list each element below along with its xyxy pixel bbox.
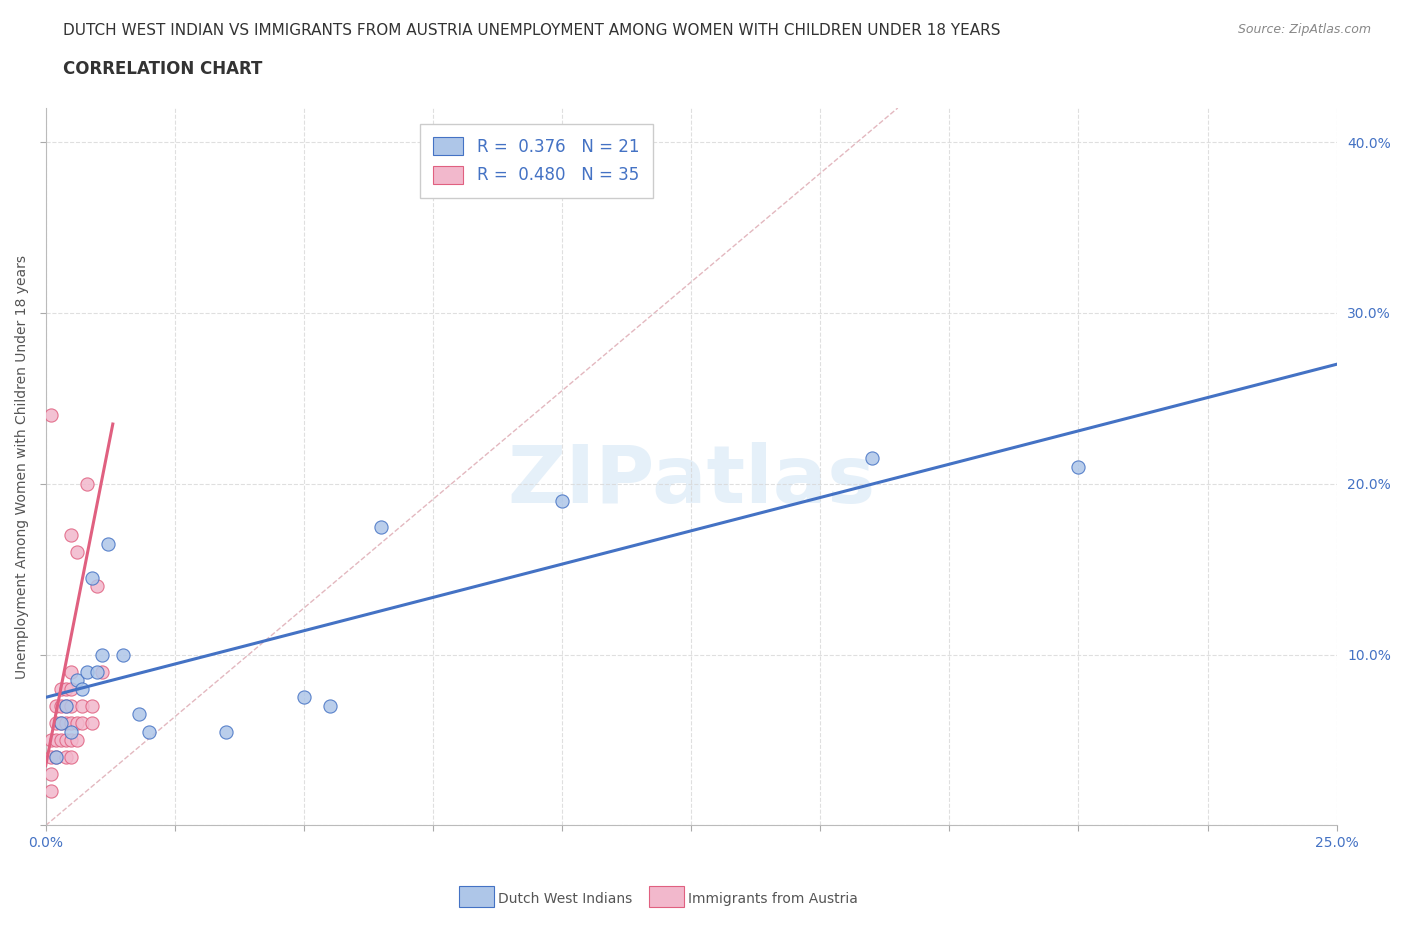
Legend: R =  0.376   N = 21, R =  0.480   N = 35: R = 0.376 N = 21, R = 0.480 N = 35 xyxy=(420,124,652,197)
Point xyxy=(55,682,77,697)
Point xyxy=(49,698,72,713)
Point xyxy=(39,733,62,748)
Point xyxy=(66,733,89,748)
Point xyxy=(82,715,104,730)
Text: ZIPatlas: ZIPatlas xyxy=(508,442,876,520)
Point xyxy=(70,715,93,730)
Point xyxy=(49,715,72,730)
Point xyxy=(60,715,83,730)
Point xyxy=(70,682,93,697)
Point xyxy=(55,715,77,730)
Point xyxy=(82,570,104,585)
Point xyxy=(45,715,67,730)
Point xyxy=(112,647,135,662)
Point xyxy=(45,733,67,748)
Point xyxy=(215,724,238,739)
Point xyxy=(49,715,72,730)
Y-axis label: Unemployment Among Women with Children Under 18 years: Unemployment Among Women with Children U… xyxy=(15,255,30,679)
Text: Immigrants from Austria: Immigrants from Austria xyxy=(688,892,858,907)
Point xyxy=(292,690,315,705)
Point xyxy=(45,750,67,764)
Text: Source: ZipAtlas.com: Source: ZipAtlas.com xyxy=(1237,23,1371,36)
Point xyxy=(91,664,114,679)
Point xyxy=(97,537,120,551)
Point xyxy=(82,698,104,713)
Point xyxy=(45,698,67,713)
Point xyxy=(138,724,160,739)
Point xyxy=(76,476,98,491)
Point xyxy=(70,698,93,713)
Point xyxy=(551,494,574,509)
Point xyxy=(76,664,98,679)
Point xyxy=(55,698,77,713)
Point xyxy=(66,715,89,730)
Point xyxy=(55,698,77,713)
Point xyxy=(49,733,72,748)
Point xyxy=(49,682,72,697)
Point xyxy=(55,733,77,748)
Point xyxy=(60,733,83,748)
Point xyxy=(39,767,62,782)
Text: Dutch West Indians: Dutch West Indians xyxy=(498,892,633,907)
Point xyxy=(370,519,392,534)
Point xyxy=(39,408,62,423)
Point xyxy=(45,750,67,764)
Point xyxy=(66,672,89,687)
Point xyxy=(60,750,83,764)
Point xyxy=(91,647,114,662)
Text: CORRELATION CHART: CORRELATION CHART xyxy=(63,60,263,78)
Point xyxy=(1067,459,1090,474)
Point xyxy=(318,698,340,713)
Point xyxy=(86,664,108,679)
Point xyxy=(39,750,62,764)
Point xyxy=(860,451,883,466)
Text: DUTCH WEST INDIAN VS IMMIGRANTS FROM AUSTRIA UNEMPLOYMENT AMONG WOMEN WITH CHILD: DUTCH WEST INDIAN VS IMMIGRANTS FROM AUS… xyxy=(63,23,1001,38)
Point xyxy=(55,750,77,764)
Point xyxy=(128,707,150,722)
Point xyxy=(86,578,108,593)
Point xyxy=(60,682,83,697)
Point xyxy=(60,664,83,679)
Point xyxy=(60,724,83,739)
Point xyxy=(60,527,83,542)
Point xyxy=(39,784,62,799)
Point xyxy=(66,545,89,560)
Point xyxy=(60,698,83,713)
